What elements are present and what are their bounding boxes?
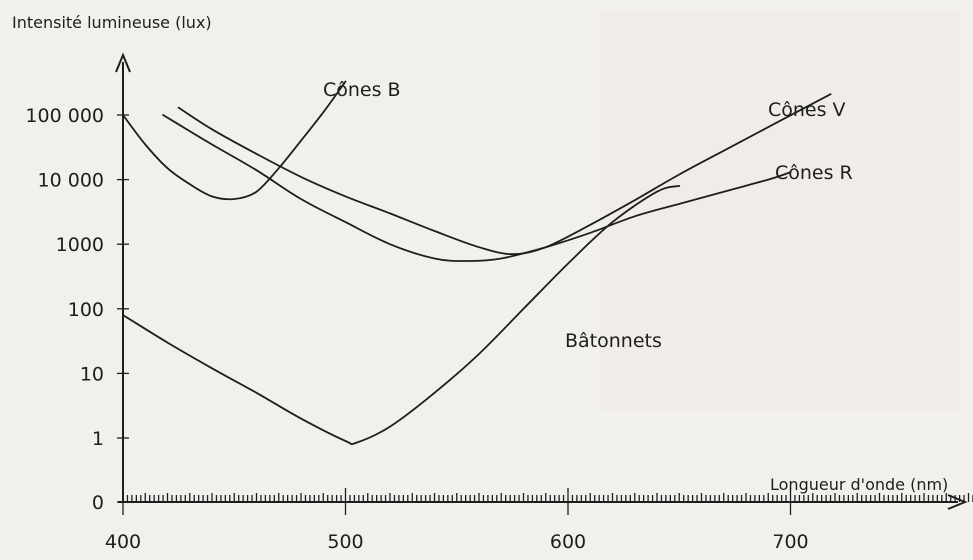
y-tick-label: 1 <box>92 428 104 450</box>
curve-batonnets <box>122 185 681 446</box>
y-axis-arrowhead <box>115 52 131 73</box>
x-tick-label: 700 <box>772 531 808 553</box>
y-tick-label: 10 000 <box>38 170 104 192</box>
y-tick-label: 10 <box>80 363 104 385</box>
y-tick-label: 100 000 <box>25 105 104 127</box>
y-tick-label: 1000 <box>56 234 104 256</box>
y-axis-ticks: 0 1 10 100 1000 10 000 100 000 <box>25 105 129 514</box>
x-tick-label: 600 <box>550 531 586 553</box>
x-tick-label: 500 <box>327 531 363 553</box>
y-tick-label: 100 <box>68 299 104 321</box>
background-print-bleed <box>600 10 960 410</box>
curves <box>122 80 832 446</box>
curve-label-cones-r: Cônes R <box>775 162 853 184</box>
curve-cones-v <box>177 93 832 256</box>
x-minor-ticks <box>122 488 973 502</box>
y-axis-title: Intensité lumineuse (lux) <box>12 13 212 32</box>
x-axis-title: Longueur d'onde (nm) <box>770 475 948 494</box>
curve-label-cones-b: Cônes B <box>323 79 401 101</box>
curve-cones-b <box>122 80 347 201</box>
y-tick-label: 0 <box>92 492 104 514</box>
curve-cones-r <box>162 114 792 262</box>
curve-label-batonnets: Bâtonnets <box>565 330 662 352</box>
x-axis-arrowhead <box>947 494 968 510</box>
curve-label-cones-v: Cônes V <box>768 99 846 121</box>
x-tick-label: 400 <box>105 531 141 553</box>
x-axis-ticks: 400 500 600 700 <box>105 502 809 553</box>
curve-labels: Cônes B Cônes V Cônes R Bâtonnets <box>323 79 853 352</box>
